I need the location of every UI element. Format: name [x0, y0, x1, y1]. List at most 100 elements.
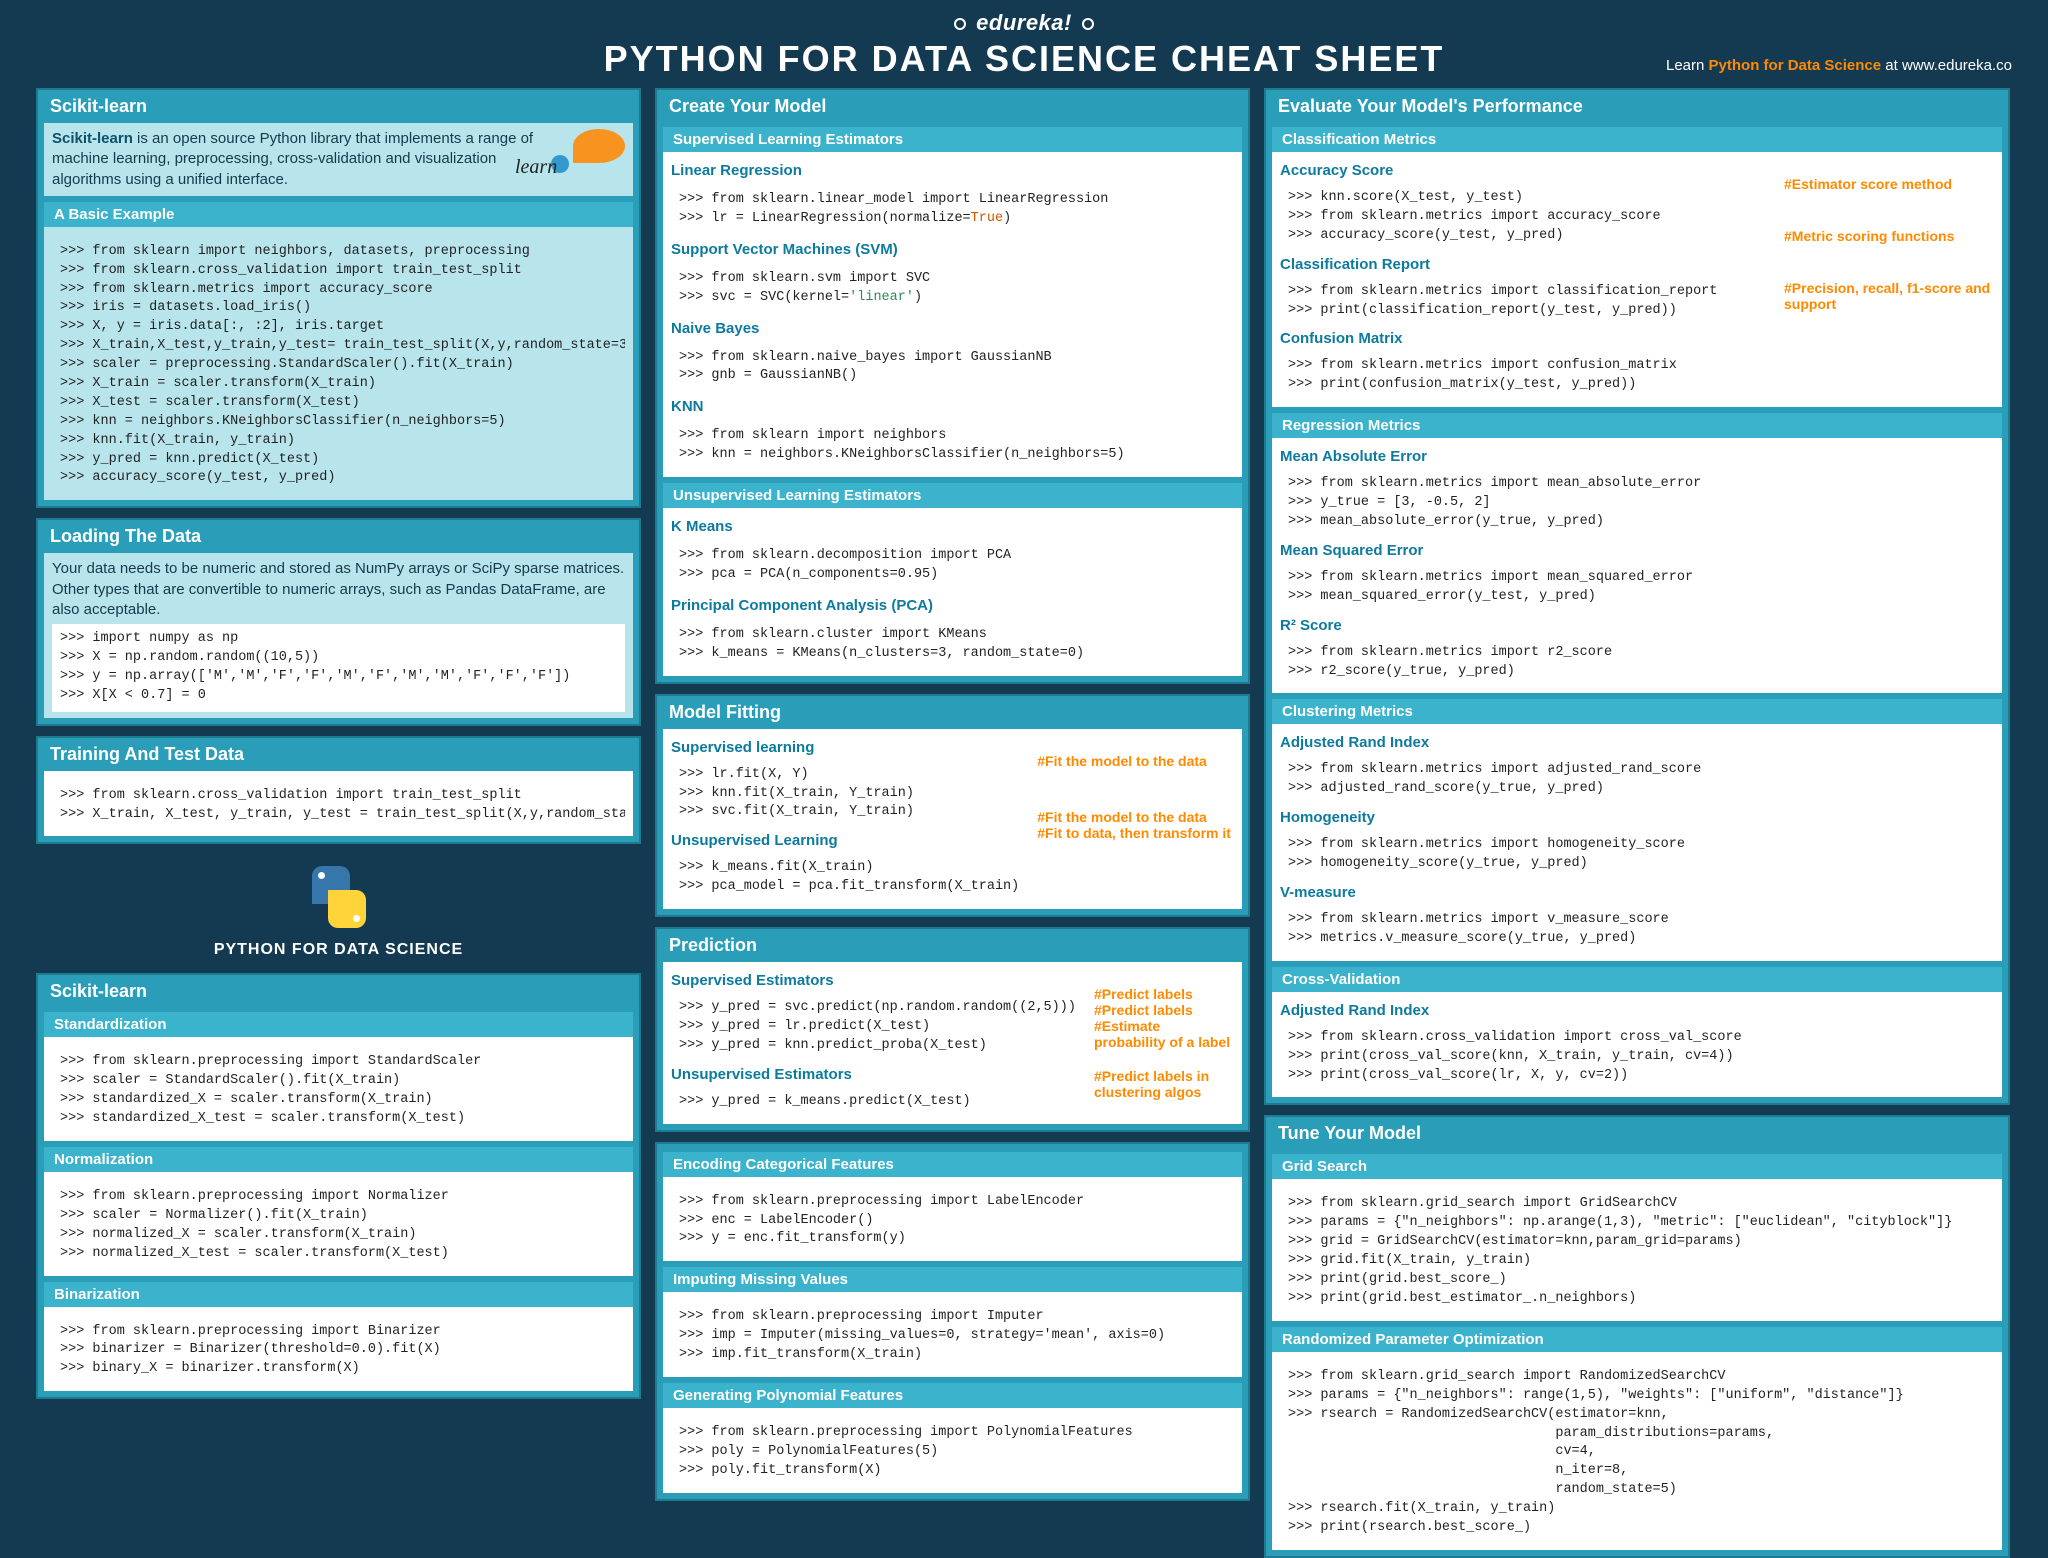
- subhead-accuracy: Accuracy Score: [1280, 162, 1774, 179]
- code-block: >>> from sklearn.preprocessing import No…: [52, 1182, 625, 1270]
- code-block: >>> lr.fit(X, Y) >>> knn.fit(X_train, Y_…: [671, 760, 1027, 829]
- subtitle-crossval: Cross-Validation: [1272, 967, 2002, 992]
- panel-create-model: Create Your Model Supervised Learning Es…: [655, 88, 1250, 684]
- code-block: >>> y_pred = k_means.predict(X_test): [671, 1087, 1084, 1118]
- code-block: >>> from sklearn.naive_bayes import Gaus…: [671, 343, 1234, 393]
- panel-body: >>> from sklearn.preprocessing import Bi…: [44, 1307, 633, 1392]
- subhead-lr: Linear Regression: [671, 162, 1234, 179]
- code-block: >>> from sklearn.metrics import adjusted…: [1280, 755, 1994, 805]
- subtitle-imputing: Imputing Missing Values: [663, 1267, 1242, 1292]
- panel-fitting: Model Fitting Supervised learning >>> lr…: [655, 694, 1250, 917]
- panel-scikit: Scikit-learn learn Scikit-learn is an op…: [36, 88, 641, 508]
- learn-link[interactable]: Learn Python for Data Science at www.edu…: [1666, 57, 2012, 74]
- panel-body: >>> from sklearn.cross_validation import…: [44, 771, 633, 837]
- scikit-logo: learn: [555, 129, 625, 191]
- subtitle-classification: Classification Metrics: [1272, 127, 2002, 152]
- panel-body: K Means >>> from sklearn.decomposition i…: [663, 508, 1242, 676]
- learn-prefix: Learn: [1666, 57, 1709, 74]
- column-1: Scikit-learn learn Scikit-learn is an op…: [36, 88, 641, 1558]
- panel-body: Mean Absolute Error >>> from sklearn.met…: [1272, 438, 2002, 693]
- panel-title: Prediction: [657, 929, 1248, 962]
- panel-loading: Loading The Data Your data needs to be n…: [36, 518, 641, 725]
- annotation: #Estimator score method: [1784, 176, 1994, 192]
- subhead-mae: Mean Absolute Error: [1280, 448, 1994, 465]
- code-block: >>> from sklearn.decomposition import PC…: [671, 541, 1234, 591]
- subhead-cv: Adjusted Rand Index: [1280, 1002, 1994, 1019]
- subtitle-grid: Grid Search: [1272, 1154, 2002, 1179]
- column-2: Create Your Model Supervised Learning Es…: [655, 88, 1250, 1558]
- annotation: #Predict labels: [1094, 986, 1234, 1002]
- panel-scikit-2: Scikit-learn Standardization >>> from sk…: [36, 973, 641, 1399]
- annotation: #Metric scoring functions: [1784, 228, 1994, 244]
- annotation: #Estimate probability of a label: [1094, 1018, 1234, 1050]
- subhead-classrep: Classification Report: [1280, 256, 1774, 273]
- panel-title: Training And Test Data: [38, 738, 639, 771]
- panel-body: Adjusted Rand Index >>> from sklearn.met…: [1272, 724, 2002, 960]
- subtitle-regression: Regression Metrics: [1272, 413, 2002, 438]
- python-logo-area: PYTHON FOR DATA SCIENCE: [36, 854, 641, 963]
- panel-title: Loading The Data: [38, 520, 639, 553]
- brand-logo: edureka!: [36, 10, 2012, 36]
- code-block: >>> from sklearn.metrics import homogene…: [1280, 830, 1994, 880]
- subtitle-encoding: Encoding Categorical Features: [663, 1152, 1242, 1177]
- subhead-pca: Principal Component Analysis (PCA): [671, 597, 1234, 614]
- learn-suffix: at www.edureka.co: [1881, 57, 2012, 74]
- annotation: #Predict labels in clustering algos: [1094, 1068, 1234, 1100]
- subhead-unsup-est: Unsupervised Estimators: [671, 1066, 1084, 1083]
- panel-body: >>> from sklearn.preprocessing import La…: [663, 1177, 1242, 1262]
- panel-body: Your data needs to be numeric and stored…: [44, 553, 633, 717]
- annotation: #Predict labels: [1094, 1002, 1234, 1018]
- code-block: >>> from sklearn.grid_search import Grid…: [1280, 1189, 1994, 1314]
- columns: Scikit-learn learn Scikit-learn is an op…: [36, 88, 2012, 1558]
- panel-preprocess-extra: Encoding Categorical Features >>> from s…: [655, 1142, 1250, 1501]
- code-block: >>> k_means.fit(X_train) >>> pca_model =…: [671, 853, 1027, 903]
- panel-tune: Tune Your Model Grid Search >>> from skl…: [1264, 1115, 2010, 1557]
- subtitle-normalization: Normalization: [44, 1147, 633, 1172]
- panel-body: >>> from sklearn import neighbors, datas…: [44, 227, 633, 501]
- panel-title: Tune Your Model: [1266, 1117, 2008, 1150]
- learn-highlight: Python for Data Science: [1709, 57, 1882, 74]
- panel-body: >>> from sklearn.preprocessing import St…: [44, 1037, 633, 1141]
- panel-title: Scikit-learn: [38, 90, 639, 123]
- panel-title: Scikit-learn: [38, 975, 639, 1008]
- panel-body: Supervised learning >>> lr.fit(X, Y) >>>…: [663, 729, 1242, 909]
- annotation: #Fit the model to the data: [1037, 809, 1234, 825]
- subtitle-random: Randomized Parameter Optimization: [1272, 1327, 2002, 1352]
- code-block: >>> from sklearn.metrics import v_measur…: [1280, 905, 1994, 955]
- code-block: >>> from sklearn.metrics import mean_squ…: [1280, 563, 1994, 613]
- panel-body: >>> from sklearn.preprocessing import Po…: [663, 1408, 1242, 1493]
- subtitle-binarization: Binarization: [44, 1282, 633, 1307]
- subtitle-standardization: Standardization: [44, 1012, 633, 1037]
- code-block: >>> from sklearn.grid_search import Rand…: [1280, 1362, 1994, 1544]
- code-block: >>> from sklearn.metrics import confusio…: [1280, 351, 1774, 401]
- subhead-vmeasure: V-measure: [1280, 884, 1994, 901]
- code-block: >>> from sklearn.metrics import r2_score…: [1280, 638, 1994, 688]
- panel-body: learn Scikit-learn is an open source Pyt…: [44, 123, 633, 196]
- annotation: #Fit to data, then transform it: [1037, 825, 1234, 841]
- code-block: >>> from sklearn.cross_validation import…: [1280, 1023, 1994, 1092]
- subhead-sup-est: Supervised Estimators: [671, 972, 1084, 989]
- code-block: >>> from sklearn import neighbors, datas…: [52, 237, 625, 495]
- panel-body: >>> from sklearn.grid_search import Grid…: [1272, 1179, 2002, 1320]
- annotation: #Fit the model to the data: [1037, 753, 1234, 769]
- code-block: >>> from sklearn.svm import SVC >>> svc …: [671, 264, 1234, 314]
- logo-caption: PYTHON FOR DATA SCIENCE: [36, 941, 641, 959]
- subhead-homogeneity: Homogeneity: [1280, 809, 1994, 826]
- code-block: >>> from sklearn.preprocessing import Po…: [671, 1418, 1234, 1487]
- python-logo-icon: [304, 862, 374, 932]
- panel-prediction: Prediction Supervised Estimators >>> y_p…: [655, 927, 1250, 1132]
- subtitle-unsupervised: Unsupervised Learning Estimators: [663, 483, 1242, 508]
- subhead-mse: Mean Squared Error: [1280, 542, 1994, 559]
- panel-title: Model Fitting: [657, 696, 1248, 729]
- panel-title: Create Your Model: [657, 90, 1248, 123]
- subhead-svm: Support Vector Machines (SVM): [671, 241, 1234, 258]
- panel-body: Accuracy Score >>> knn.score(X_test, y_t…: [1272, 152, 2002, 407]
- column-3: Evaluate Your Model's Performance Classi…: [1264, 88, 2010, 1558]
- panel-body: Supervised Estimators >>> y_pred = svc.p…: [663, 962, 1242, 1124]
- code-block: >>> knn.score(X_test, y_test) >>> from s…: [1280, 183, 1774, 252]
- code-block: >>> y_pred = svc.predict(np.random.rando…: [671, 993, 1084, 1062]
- subhead-nb: Naive Bayes: [671, 320, 1234, 337]
- annotation: #Precision, recall, f1-score and support: [1784, 280, 1994, 312]
- code-block: >>> from sklearn.cluster import KMeans >…: [671, 620, 1234, 670]
- subtitle-clustering: Clustering Metrics: [1272, 699, 2002, 724]
